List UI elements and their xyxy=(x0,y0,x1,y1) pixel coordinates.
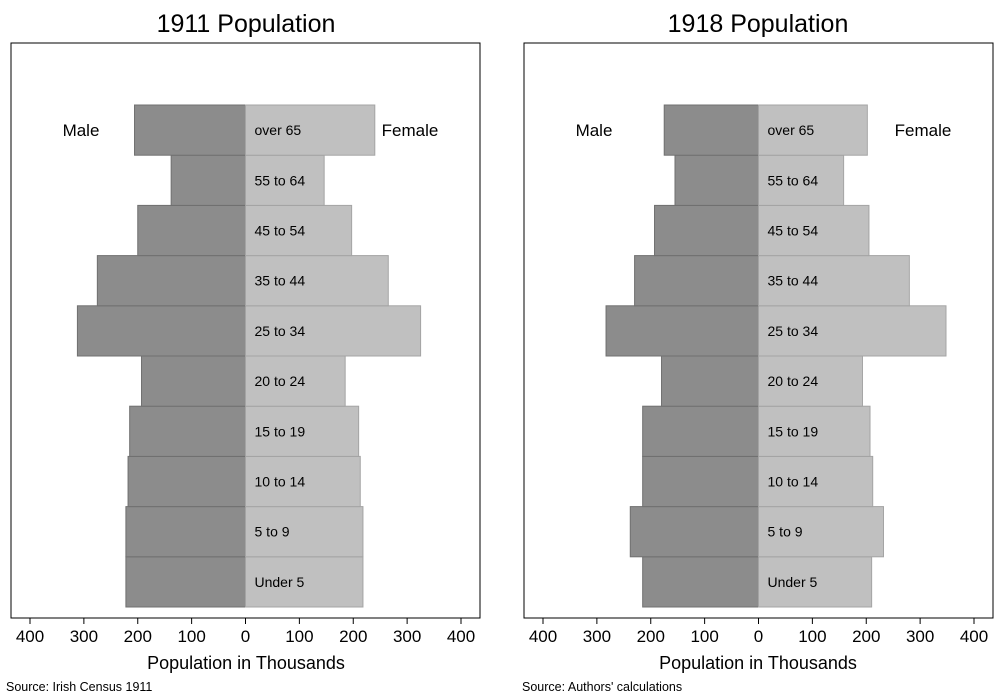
chart-title: 1918 Population xyxy=(668,10,849,38)
bar-male-1 xyxy=(629,506,760,558)
x-tick-label: 100 xyxy=(177,627,205,646)
category-label: 45 to 54 xyxy=(768,223,819,239)
category-label: 5 to 9 xyxy=(768,524,803,540)
bar-female-3 xyxy=(758,405,871,457)
x-tick-label: 200 xyxy=(124,627,152,646)
category-label: over 65 xyxy=(768,122,815,138)
x-tick-label: 400 xyxy=(960,627,988,646)
category-label: 25 to 34 xyxy=(768,323,819,339)
bar-male-4 xyxy=(661,355,760,407)
category-label: 15 to 19 xyxy=(255,423,306,439)
category-label: 15 to 19 xyxy=(768,423,819,439)
bar-male-8 xyxy=(674,154,760,206)
x-tick-label: 200 xyxy=(339,627,367,646)
bar-male-8 xyxy=(170,154,246,206)
x-axis-label: Population in Thousands xyxy=(147,653,345,673)
x-tick-label: 400 xyxy=(529,627,557,646)
category-label: 35 to 44 xyxy=(768,273,819,289)
bar-female-5 xyxy=(245,305,422,357)
source-note: Source: Irish Census 1911 xyxy=(6,680,152,694)
bar-female-1 xyxy=(758,506,884,558)
category-label: 10 to 14 xyxy=(255,474,306,490)
category-label: 35 to 44 xyxy=(255,273,306,289)
category-label: 25 to 34 xyxy=(255,323,306,339)
legend-female: Female xyxy=(895,121,952,140)
bar-male-6 xyxy=(96,255,246,307)
chart-panel-1: 1911 Population Under 5 5 to 9 10 to 14 15 t… xyxy=(6,10,481,694)
bar-female-2 xyxy=(758,455,874,508)
x-tick-label: 0 xyxy=(241,627,250,646)
bar-female-0 xyxy=(758,556,873,608)
legend-male: Male xyxy=(576,121,613,140)
x-tick-label: 300 xyxy=(906,627,934,646)
bar-female-9 xyxy=(758,104,868,156)
category-label: 20 to 24 xyxy=(768,373,819,389)
bar-female-7 xyxy=(758,204,870,257)
bar-male-2 xyxy=(127,455,247,508)
bar-male-3 xyxy=(129,405,246,457)
bar-male-2 xyxy=(642,455,760,508)
category-label: Under 5 xyxy=(768,574,818,590)
category-label: 5 to 9 xyxy=(255,524,290,540)
x-tick-label: 100 xyxy=(798,627,826,646)
x-tick-label: 300 xyxy=(583,627,611,646)
bar-female-8 xyxy=(245,154,325,206)
bar-female-5 xyxy=(758,305,947,357)
x-tick-label: 100 xyxy=(690,627,718,646)
bar-male-3 xyxy=(642,405,760,457)
bar-male-7 xyxy=(137,204,246,257)
bar-female-3 xyxy=(245,405,360,457)
bar-male-9 xyxy=(134,104,246,156)
category-label: 20 to 24 xyxy=(255,373,306,389)
bar-male-9 xyxy=(663,104,759,156)
bar-female-4 xyxy=(245,355,346,407)
category-label: over 65 xyxy=(255,122,302,138)
bar-female-9 xyxy=(245,104,376,156)
bar-female-0 xyxy=(245,556,364,608)
category-label: 45 to 54 xyxy=(255,223,306,239)
bar-female-4 xyxy=(758,355,863,407)
legend-female: Female xyxy=(382,121,439,140)
x-tick-label: 0 xyxy=(754,627,763,646)
x-tick-label: 400 xyxy=(447,627,475,646)
x-tick-label: 400 xyxy=(16,627,44,646)
x-tick-label: 300 xyxy=(70,627,98,646)
category-label: 55 to 64 xyxy=(768,172,819,188)
bar-female-8 xyxy=(758,154,845,206)
legend-male: Male xyxy=(63,121,100,140)
x-tick-label: 100 xyxy=(285,627,313,646)
bar-male-7 xyxy=(654,204,759,257)
bar-male-5 xyxy=(605,305,759,357)
bar-male-4 xyxy=(141,355,247,407)
x-tick-label: 200 xyxy=(637,627,665,646)
bar-male-0 xyxy=(642,556,760,608)
chart-panel-2: 1918 Population Under 5 5 to 9 10 to 14 15 t… xyxy=(522,10,994,694)
x-tick-label: 200 xyxy=(852,627,880,646)
category-label: 10 to 14 xyxy=(768,474,819,490)
bar-male-1 xyxy=(125,506,246,558)
bar-male-5 xyxy=(76,305,246,357)
bar-female-2 xyxy=(245,455,361,508)
category-label: Under 5 xyxy=(255,574,305,590)
bar-male-6 xyxy=(634,255,760,307)
source-note: Source: Authors' calculations xyxy=(522,680,682,694)
bar-female-7 xyxy=(245,204,353,257)
x-axis-label: Population in Thousands xyxy=(659,653,857,673)
bar-male-0 xyxy=(125,556,246,608)
bar-female-6 xyxy=(758,255,910,307)
category-label: 55 to 64 xyxy=(255,172,306,188)
bar-female-6 xyxy=(245,255,389,307)
chart-title: 1911 Population xyxy=(157,10,336,38)
x-tick-label: 300 xyxy=(393,627,421,646)
